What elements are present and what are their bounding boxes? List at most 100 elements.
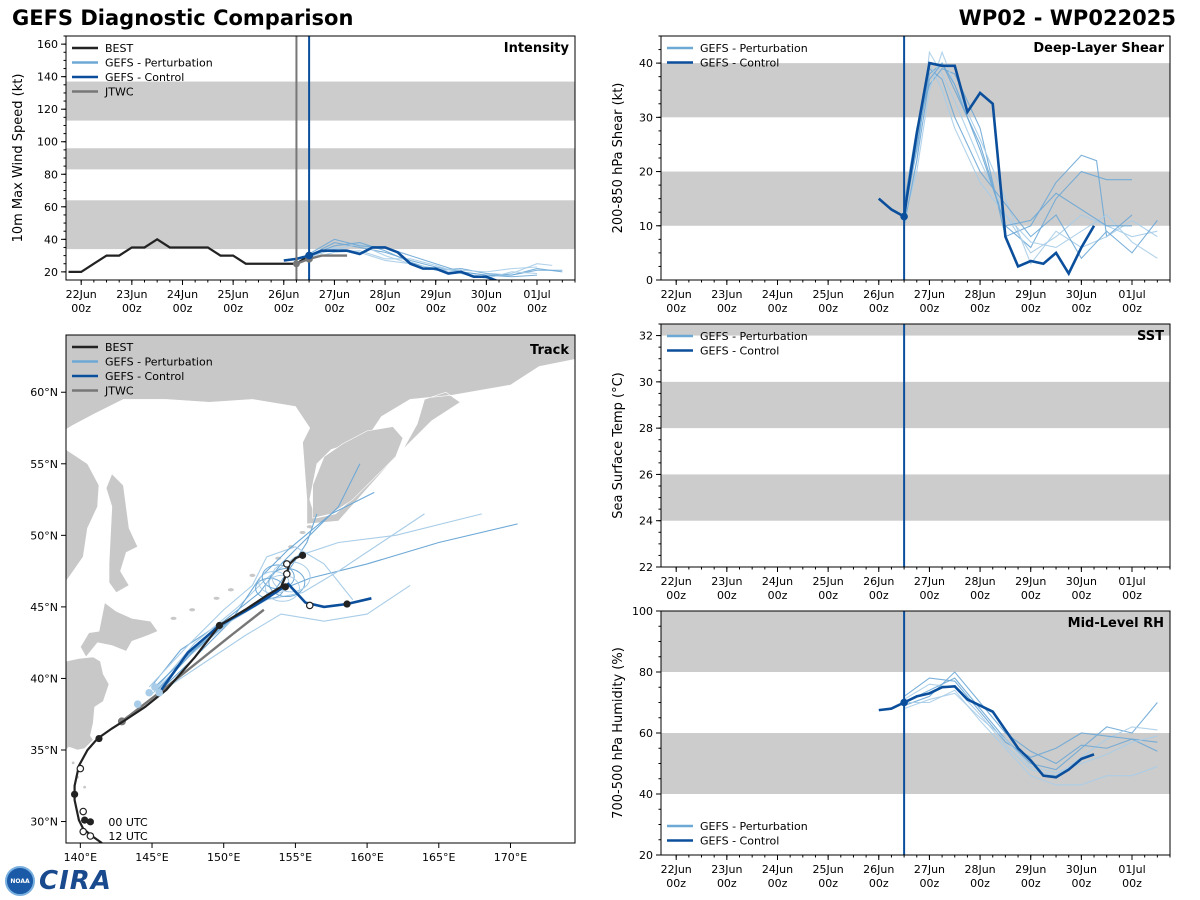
intensity-xtick-label: 00z [325, 302, 345, 315]
rh-xtick-label: 00z [920, 877, 940, 890]
track-xtick-label: 145°E [135, 851, 168, 864]
intensity-xtick-label: 28Jun [369, 288, 400, 301]
sst-band [661, 324, 1170, 336]
sst-chart: 22242628303222Jun00z23Jun00z24Jun00z25Ju… [611, 323, 1171, 602]
intensity-xtick-label: 01Jul [523, 288, 550, 301]
intensity-xtick-label: 22Jun [66, 288, 97, 301]
track-jtwc-line [121, 608, 265, 723]
intensity-band [66, 200, 575, 250]
rh-ytick-label: 100 [632, 605, 653, 618]
intensity-ytick-label: 60 [44, 201, 58, 214]
rh-xtick-label: 00z [717, 877, 737, 890]
rh-band [661, 733, 1170, 794]
sst-ytick-label: 30 [639, 376, 653, 389]
intensity-xtick-label: 27Jun [319, 288, 350, 301]
sst-xtick-label: 00z [869, 589, 889, 602]
rh-ytick-label: 80 [639, 666, 653, 679]
shear-legend-label: GEFS - Control [700, 57, 779, 70]
shear-xtick-label: 00z [768, 302, 788, 315]
rh-ytick-label: 40 [639, 788, 653, 801]
shear-band [661, 63, 1170, 118]
track-ytick-label: 45°N [30, 601, 58, 614]
rh-xtick-label: 29Jun [1015, 863, 1046, 876]
kuril-island [249, 573, 256, 578]
shear-perturbation-line [903, 62, 1133, 227]
kuril-island [227, 588, 234, 592]
intensity-ytick-label: 40 [44, 233, 58, 246]
rh-xtick-label: 27Jun [914, 863, 945, 876]
intensity-legend-label: GEFS - Perturbation [105, 57, 213, 70]
intensity-xtick-label: 29Jun [420, 288, 451, 301]
track-legend-label: JTWC [104, 385, 134, 398]
track-ytick-label: 60°N [30, 386, 58, 399]
sst-ytick-label: 28 [639, 422, 653, 435]
shear-ylabel: 200-850 hPa Shear (kt) [611, 83, 626, 234]
track-best-12z-marker [283, 560, 291, 568]
rh-xtick-label: 22Jun [661, 863, 692, 876]
intensity-ytick-label: 20 [44, 266, 58, 279]
cira-logo-text: CIRA [39, 866, 112, 896]
track-perturbation-line [148, 546, 354, 688]
track-best-00z-marker [281, 583, 289, 591]
rh-xtick-label: 25Jun [813, 863, 844, 876]
sst-xtick-label: 26Jun [863, 575, 894, 588]
rh-title: Mid-Level RH [1068, 616, 1164, 631]
rh-ylabel: 700-500 hPa Humidity (%) [611, 647, 626, 819]
track-ytick-label: 40°N [30, 672, 58, 685]
track-control-line [158, 582, 372, 694]
rh-init-marker [900, 698, 908, 707]
sst-xtick-label: 28Jun [964, 575, 995, 588]
sst-ytick-label: 24 [639, 515, 653, 528]
shear-ytick-label: 30 [639, 111, 653, 124]
track-frame [65, 334, 576, 844]
intensity-xtick-label: 00z [223, 302, 243, 315]
rh-legend-label: GEFS - Control [700, 835, 779, 848]
track-perturbation-line [154, 584, 411, 697]
rh-xtick-label: 24Jun [762, 863, 793, 876]
page-title: GEFS Diagnostic Comparison [12, 6, 354, 30]
shear-xtick-label: 00z [818, 302, 838, 315]
intensity-xtick-label: 00z [426, 302, 446, 315]
shear-chart: 01020304022Jun00z23Jun00z24Jun00z25Jun00… [611, 35, 1171, 315]
track-best-00z-marker [298, 551, 307, 559]
track-perturbation-line [157, 523, 518, 694]
track-xtick-label: 170°E [494, 851, 527, 864]
track-ytick-label: 30°N [30, 816, 58, 829]
shear-title: Deep-Layer Shear [1033, 41, 1164, 56]
sst-xtick-label: 27Jun [914, 575, 945, 588]
shear-xtick-label: 30Jun [1066, 288, 1097, 301]
track-best-12z-marker [76, 764, 85, 773]
shear-xtick-label: 25Jun [813, 288, 844, 301]
sst-xtick-label: 25Jun [813, 575, 844, 588]
rh-xtick-label: 00z [1021, 877, 1041, 890]
rh-perturbation-line [903, 677, 1158, 759]
intensity-xtick-label: 00z [375, 302, 395, 315]
track-perturbation-start-marker [151, 683, 159, 691]
kuril-island [306, 525, 313, 529]
intensity-perturbation-line [308, 238, 538, 278]
rh-gefs-control-line [878, 684, 1095, 779]
intensity-xtick-label: 26Jun [268, 288, 299, 301]
intensity-ytick-label: 100 [37, 136, 58, 149]
intensity-xtick-label: 00z [173, 302, 193, 315]
shear-ytick-label: 20 [639, 166, 653, 179]
intensity-legend-label: JTWC [104, 86, 134, 99]
track-ytick-label: 35°N [30, 744, 58, 757]
shear-xtick-label: 00z [920, 302, 940, 315]
track-legend-label: BEST [105, 341, 133, 354]
track-best-00z-marker [95, 734, 103, 743]
track-best-12z-marker [79, 807, 88, 816]
rh-xtick-label: 00z [666, 877, 686, 890]
hokkaido [79, 602, 159, 658]
kuril-island [170, 616, 177, 620]
track-perturbation-loop [265, 574, 301, 602]
rh-perturbation-line [904, 689, 1158, 786]
intensity-legend-label: BEST [105, 42, 133, 55]
intensity-xtick-label: 00z [122, 302, 142, 315]
track-perturbation-loop [268, 568, 306, 598]
storm-id-title: WP02 - WP022025 [958, 6, 1176, 30]
intensity-xtick-label: 25Jun [218, 288, 249, 301]
rh-xtick-label: 00z [869, 877, 889, 890]
cira-logo: NOAA CIRA [5, 866, 112, 896]
track-perturbation-start-marker [133, 700, 142, 708]
